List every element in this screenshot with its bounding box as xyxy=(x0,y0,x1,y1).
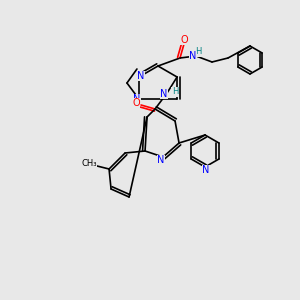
Text: N: N xyxy=(160,89,168,99)
Text: N: N xyxy=(133,94,141,104)
Text: CH₃: CH₃ xyxy=(81,158,97,167)
Text: H: H xyxy=(172,88,178,97)
Text: N: N xyxy=(158,155,165,165)
Text: N: N xyxy=(189,51,197,61)
Text: N: N xyxy=(202,165,210,175)
Text: H: H xyxy=(195,47,201,56)
Text: O: O xyxy=(132,98,140,108)
Text: O: O xyxy=(180,35,188,45)
Text: N: N xyxy=(137,71,145,81)
